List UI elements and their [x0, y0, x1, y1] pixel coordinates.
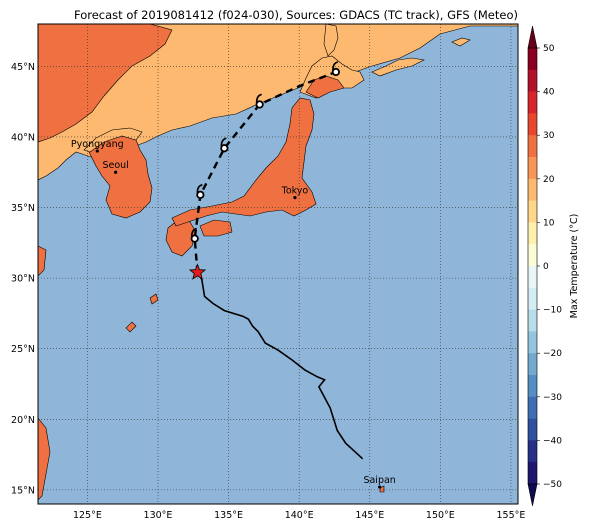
typhoon-symbol-icon	[196, 184, 205, 199]
lon-tick-label: 155°E	[496, 510, 525, 521]
lon-tick-label: 130°E	[144, 510, 173, 521]
lon-tick-label: 135°E	[214, 510, 243, 521]
land-kurils-north	[451, 37, 471, 47]
land-shikoku	[199, 219, 233, 237]
colorbar-label: Max Temperature (°C)	[569, 214, 580, 319]
colorbar-bin	[528, 178, 537, 201]
colorbar-bin	[528, 113, 537, 136]
city-label: Saipan	[363, 475, 395, 486]
land-sakhalin	[323, 24, 339, 57]
typhoon-symbol-icon	[255, 93, 264, 109]
colorbar-tick-label: 30	[543, 131, 555, 141]
colorbar-bin	[528, 353, 537, 376]
colorbar-bin	[528, 200, 537, 223]
forecast-points	[190, 61, 340, 243]
graticule	[38, 24, 518, 504]
city-marker	[95, 149, 99, 153]
lat-tick-label: 30°N	[11, 274, 35, 285]
lon-tick-label: 150°E	[426, 510, 455, 521]
city-marker	[378, 485, 382, 489]
colorbar-over-arrow	[527, 25, 538, 49]
map-plot-area: Pyongyang Seoul Tokyo Saipan	[38, 24, 518, 504]
colorbar-bin	[528, 91, 537, 114]
colorbar-tick-label: −40	[543, 436, 562, 446]
colorbar-tick-label: 0	[543, 262, 549, 272]
past-track-line	[196, 272, 364, 460]
colorbar-tick-label: −10	[543, 306, 562, 316]
longitude-ticks: 125°E 130°E 135°E 140°E 145°E 150°E 155°E	[73, 510, 525, 521]
colorbar-under-arrow	[527, 483, 538, 507]
colorbar-bin	[528, 266, 537, 289]
colorbar-bin	[528, 48, 537, 71]
land-west-edge	[38, 245, 47, 277]
land-honshu	[171, 97, 317, 227]
colorbar-bin	[528, 418, 537, 441]
lon-tick-label: 125°E	[73, 510, 102, 521]
colorbar-bin	[528, 135, 537, 158]
forecast-track-line	[193, 70, 337, 273]
colorbar-bin	[528, 287, 537, 310]
colorbar-tick-label: −20	[543, 349, 562, 359]
current-position-star-icon	[188, 263, 207, 280]
colorbar-tick-label: −50	[543, 480, 562, 490]
city-label: Seoul	[102, 160, 128, 171]
map-frame	[37, 23, 519, 505]
colorbar-bin	[528, 244, 537, 267]
land-hokkaido-warm	[305, 75, 345, 99]
city-label: Tokyo	[281, 186, 309, 197]
typhoon-symbol-icon	[220, 137, 229, 153]
city-labels: Pyongyang Seoul Tokyo Saipan	[71, 139, 396, 489]
lon-tick-label: 145°E	[355, 510, 384, 521]
colorbar-tick-label: 10	[543, 218, 555, 228]
lat-tick-label: 20°N	[11, 415, 35, 426]
chart-title: Forecast of 2019081412 (f024-030), Sourc…	[74, 8, 518, 22]
colorbar-bin	[528, 440, 537, 463]
latitude-ticks: 15°N 20°N 25°N 30°N 35°N 40°N 45°N	[11, 62, 35, 497]
colorbar-bin	[528, 375, 537, 398]
lat-tick-label: 40°N	[11, 132, 35, 143]
colorbar-bin	[528, 331, 537, 354]
lat-tick-label: 25°N	[11, 344, 35, 355]
city-label: Pyongyang	[71, 139, 124, 150]
colorbar-bin	[528, 396, 537, 419]
colorbar-bin	[528, 222, 537, 245]
lat-tick-label: 35°N	[11, 203, 35, 214]
lat-tick-label: 15°N	[11, 485, 35, 496]
colorbar-bin	[528, 462, 537, 485]
colorbar-tick-label: −30	[543, 393, 562, 403]
city-marker	[293, 196, 297, 200]
temperature-colorbar: 50 40 30 20 10 0 −10 −20 −30 −40 −50 Max Temperatur…	[527, 25, 580, 507]
city-marker	[114, 170, 118, 174]
lat-tick-label: 45°N	[11, 62, 35, 73]
colorbar-bin	[528, 69, 537, 92]
land-korea-north	[83, 127, 143, 153]
colorbar-tick-label: 40	[543, 88, 555, 98]
land-ryukyu	[125, 321, 137, 333]
land-asia-warm-region	[38, 24, 173, 143]
land-luzon-edge	[38, 417, 51, 501]
colorbar-bin	[528, 157, 537, 180]
lon-tick-label: 140°E	[285, 510, 314, 521]
land-kurils	[371, 57, 425, 77]
colorbar-tick-label: 20	[543, 175, 555, 185]
typhoon-symbol-icon	[190, 227, 199, 243]
typhoon-symbol-icon	[331, 61, 340, 77]
colorbar-tick-label: 50	[543, 44, 555, 54]
colorbar-bin	[528, 309, 537, 332]
